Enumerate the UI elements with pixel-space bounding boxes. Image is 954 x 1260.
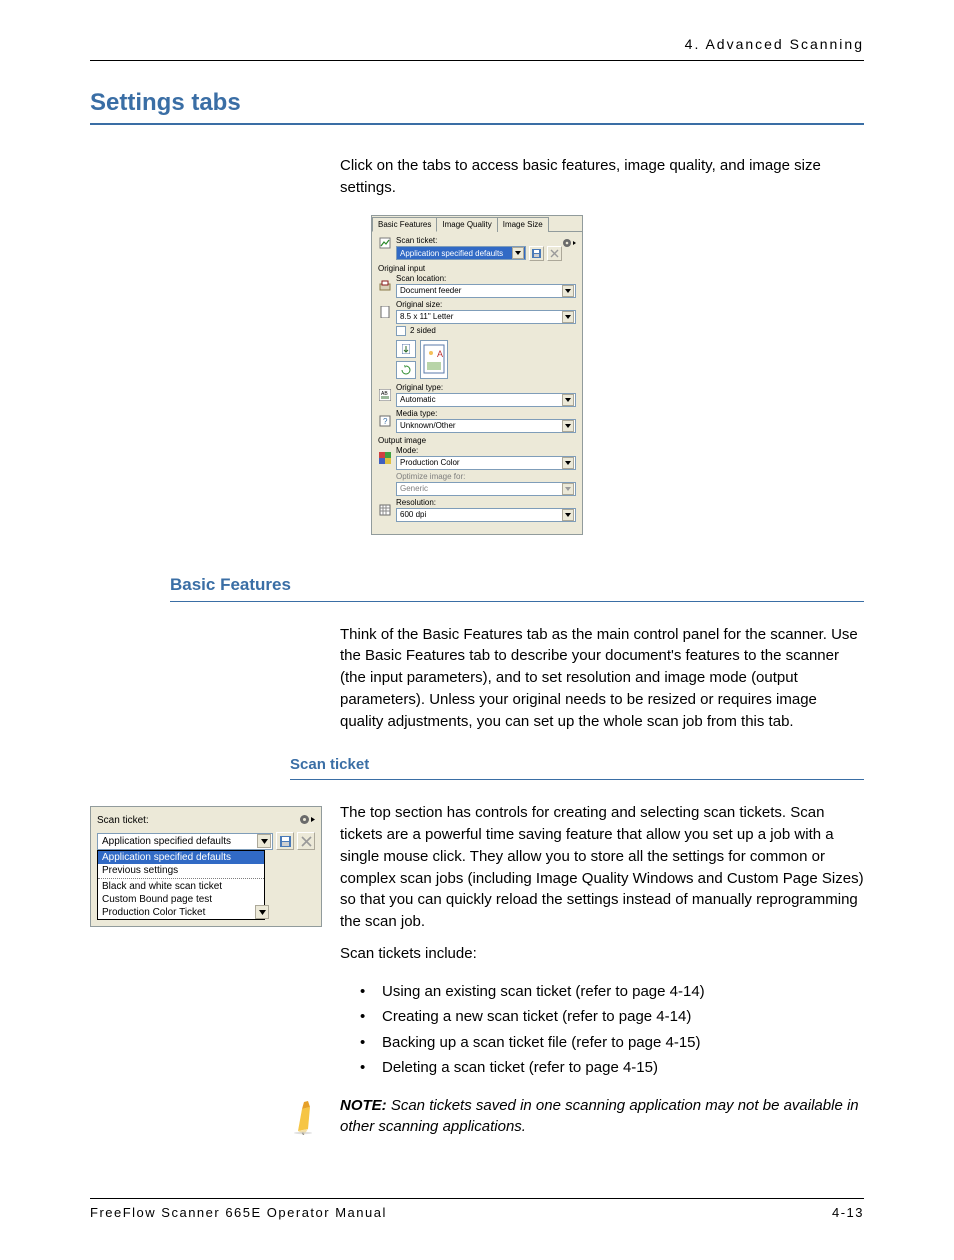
scan-ticket-paragraph-2: Scan tickets include:	[340, 943, 864, 965]
panel-gear-icon[interactable]	[562, 236, 576, 250]
delete-ticket-button[interactable]	[547, 246, 562, 261]
note-body: Scan tickets saved in one scanning appli…	[340, 1097, 859, 1136]
bullet-item: Backing up a scan ticket file (refer to …	[360, 1030, 864, 1056]
scan-ticket-dropdown[interactable]: Application specified defaults	[396, 246, 526, 260]
original-size-value: 8.5 x 11" Letter	[400, 312, 453, 321]
scan-location-dropdown[interactable]: Document feeder	[396, 284, 576, 298]
dropdown-arrow-icon	[257, 834, 271, 848]
st-save-button[interactable]	[276, 832, 294, 850]
footer-rule	[90, 1198, 864, 1199]
h3-rule	[290, 779, 864, 780]
scan-ticket-icon	[378, 236, 392, 250]
two-sided-label: 2 sided	[410, 326, 436, 335]
dropdown-arrow-icon	[562, 483, 574, 495]
scan-ticket-label: Scan ticket:	[396, 236, 562, 245]
orient-rotate-button[interactable]	[396, 361, 416, 379]
optimize-dropdown: Generic	[396, 482, 576, 496]
st-list-item[interactable]: Previous settings	[98, 864, 264, 877]
dropdown-arrow-icon	[562, 394, 574, 406]
intro-paragraph: Click on the tabs to access basic featur…	[340, 155, 864, 199]
st-list-item[interactable]: Application specified defaults	[98, 851, 264, 864]
st-list-scroll-icon[interactable]	[255, 905, 269, 919]
basic-features-paragraph: Think of the Basic Features tab as the m…	[340, 624, 864, 733]
orient-portrait-button[interactable]	[396, 340, 416, 358]
h2-rule	[170, 601, 864, 602]
st-list-item[interactable]: Black and white scan ticket	[98, 880, 264, 893]
note-label: NOTE:	[340, 1097, 387, 1114]
mode-dropdown[interactable]: Production Color	[396, 456, 576, 470]
dropdown-arrow-icon	[562, 420, 574, 432]
chapter-header: 4. Advanced Scanning	[90, 36, 864, 52]
st-selected-value: Application specified defaults	[102, 836, 231, 847]
media-type-dropdown[interactable]: Unknown/Other	[396, 419, 576, 433]
footer-page-number: 4-13	[832, 1205, 864, 1220]
h2-basic-features: Basic Features	[170, 575, 864, 595]
original-size-label: Original size:	[396, 300, 576, 309]
st-list-item[interactable]: Custom Bound page test	[98, 893, 264, 906]
st-dropdown-list: Application specified defaults Previous …	[97, 850, 265, 920]
resolution-icon	[378, 503, 392, 517]
h1-settings-tabs: Settings tabs	[90, 89, 864, 117]
mode-value: Production Color	[400, 458, 460, 467]
output-image-group-label: Output image	[378, 436, 576, 445]
svg-text:A: A	[437, 349, 443, 359]
h3-scan-ticket: Scan ticket	[290, 756, 864, 773]
h1-rule	[90, 123, 864, 125]
scan-location-value: Document feeder	[400, 286, 461, 295]
optimize-spacer-icon	[378, 477, 392, 491]
scan-ticket-figure: Scan ticket: Application specified defau…	[90, 806, 322, 927]
scan-location-icon	[378, 279, 392, 293]
tab-bar: Basic Features Image Quality Image Size	[372, 216, 582, 232]
scan-ticket-value: Application specified defaults	[400, 249, 503, 258]
top-rule	[90, 60, 864, 61]
note-pencil-icon	[292, 1097, 322, 1142]
optimize-label: Optimize image for:	[396, 472, 576, 481]
mode-icon	[378, 451, 392, 465]
st-label: Scan ticket:	[97, 815, 149, 826]
two-sided-checkbox[interactable]	[396, 326, 406, 336]
media-type-label: Media type:	[396, 409, 576, 418]
bullet-item: Using an existing scan ticket (refer to …	[360, 979, 864, 1005]
mode-label: Mode:	[396, 446, 576, 455]
original-input-group-label: Original input	[378, 264, 576, 273]
save-ticket-button[interactable]	[529, 246, 544, 261]
media-type-value: Unknown/Other	[400, 421, 456, 430]
resolution-label: Resolution:	[396, 498, 576, 507]
dropdown-arrow-icon	[562, 311, 574, 323]
st-list-item[interactable]: Production Color Ticket	[98, 906, 264, 919]
svg-text:?: ?	[383, 417, 388, 426]
settings-panel-figure: Basic Features Image Quality Image Size …	[371, 215, 583, 535]
tab-image-size[interactable]: Image Size	[497, 217, 549, 232]
st-gear-icon[interactable]	[299, 812, 315, 830]
optimize-value: Generic	[400, 484, 428, 493]
original-type-dropdown[interactable]: Automatic	[396, 393, 576, 407]
scan-ticket-bullet-list: Using an existing scan ticket (refer to …	[360, 979, 864, 1081]
media-type-icon: ?	[378, 414, 392, 428]
st-delete-button[interactable]	[297, 832, 315, 850]
dropdown-arrow-icon	[512, 247, 524, 259]
original-size-icon	[378, 305, 392, 319]
scan-ticket-paragraph-1: The top section has controls for creatin…	[340, 802, 864, 933]
st-list-separator	[98, 878, 264, 879]
resolution-dropdown[interactable]: 600 dpi	[396, 508, 576, 522]
bullet-item: Creating a new scan ticket (refer to pag…	[360, 1004, 864, 1030]
scan-location-label: Scan location:	[396, 274, 576, 283]
dropdown-arrow-icon	[562, 457, 574, 469]
original-type-icon: AB	[378, 388, 392, 402]
tab-basic-features[interactable]: Basic Features	[372, 217, 437, 232]
st-selected-dropdown[interactable]: Application specified defaults	[97, 833, 273, 850]
original-type-label: Original type:	[396, 383, 576, 392]
footer-left: FreeFlow Scanner 665E Operator Manual	[90, 1205, 387, 1220]
original-size-dropdown[interactable]: 8.5 x 11" Letter	[396, 310, 576, 324]
orientation-buttons: A	[396, 340, 576, 379]
original-type-value: Automatic	[400, 395, 436, 404]
resolution-value: 600 dpi	[400, 510, 426, 519]
bullet-item: Deleting a scan ticket (refer to page 4-…	[360, 1055, 864, 1081]
tab-image-quality[interactable]: Image Quality	[436, 217, 497, 232]
note-text: NOTE: Scan tickets saved in one scanning…	[340, 1095, 864, 1139]
dropdown-arrow-icon	[562, 285, 574, 297]
dropdown-arrow-icon	[562, 509, 574, 521]
orient-preview: A	[420, 340, 448, 379]
